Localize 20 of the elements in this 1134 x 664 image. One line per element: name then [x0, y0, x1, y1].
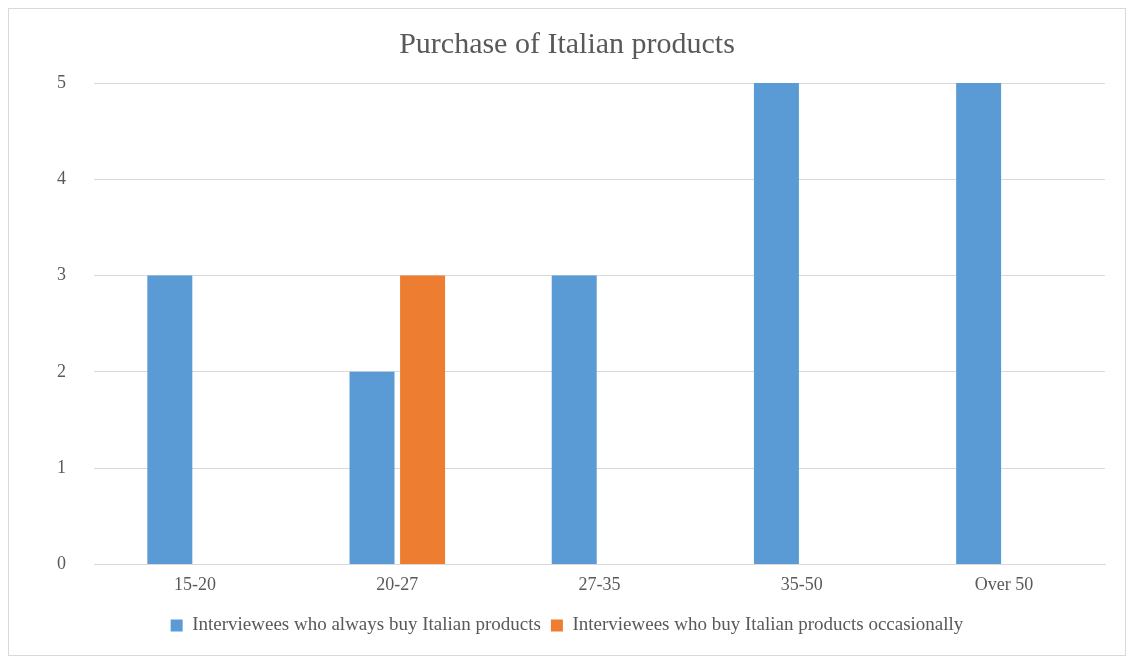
bar [349, 371, 395, 564]
y-tick-label: 1 [57, 456, 66, 477]
legend-label: Interviewees who buy Italian products occasionally [572, 613, 964, 635]
y-tick-label: 2 [57, 360, 66, 381]
chart-title: Purchase of Italian products [399, 25, 735, 59]
y-tick-label: 0 [57, 553, 66, 574]
y-tick-label: 4 [57, 168, 66, 189]
y-tick-label: 3 [57, 264, 66, 285]
bar [147, 275, 193, 564]
x-tick-label: 35-50 [780, 573, 823, 594]
x-tick-label: Over 50 [974, 573, 1034, 594]
legend-label: Interviewees who always buy Italian products [192, 613, 541, 635]
x-tick-label: 20-27 [376, 573, 419, 594]
bar [753, 83, 799, 564]
bar [551, 275, 597, 564]
bar [956, 83, 1002, 564]
x-tick-label: 15-20 [174, 573, 217, 594]
bar [400, 275, 446, 564]
x-tick-label: 27-35 [578, 573, 621, 594]
y-tick-label: 5 [57, 71, 66, 92]
